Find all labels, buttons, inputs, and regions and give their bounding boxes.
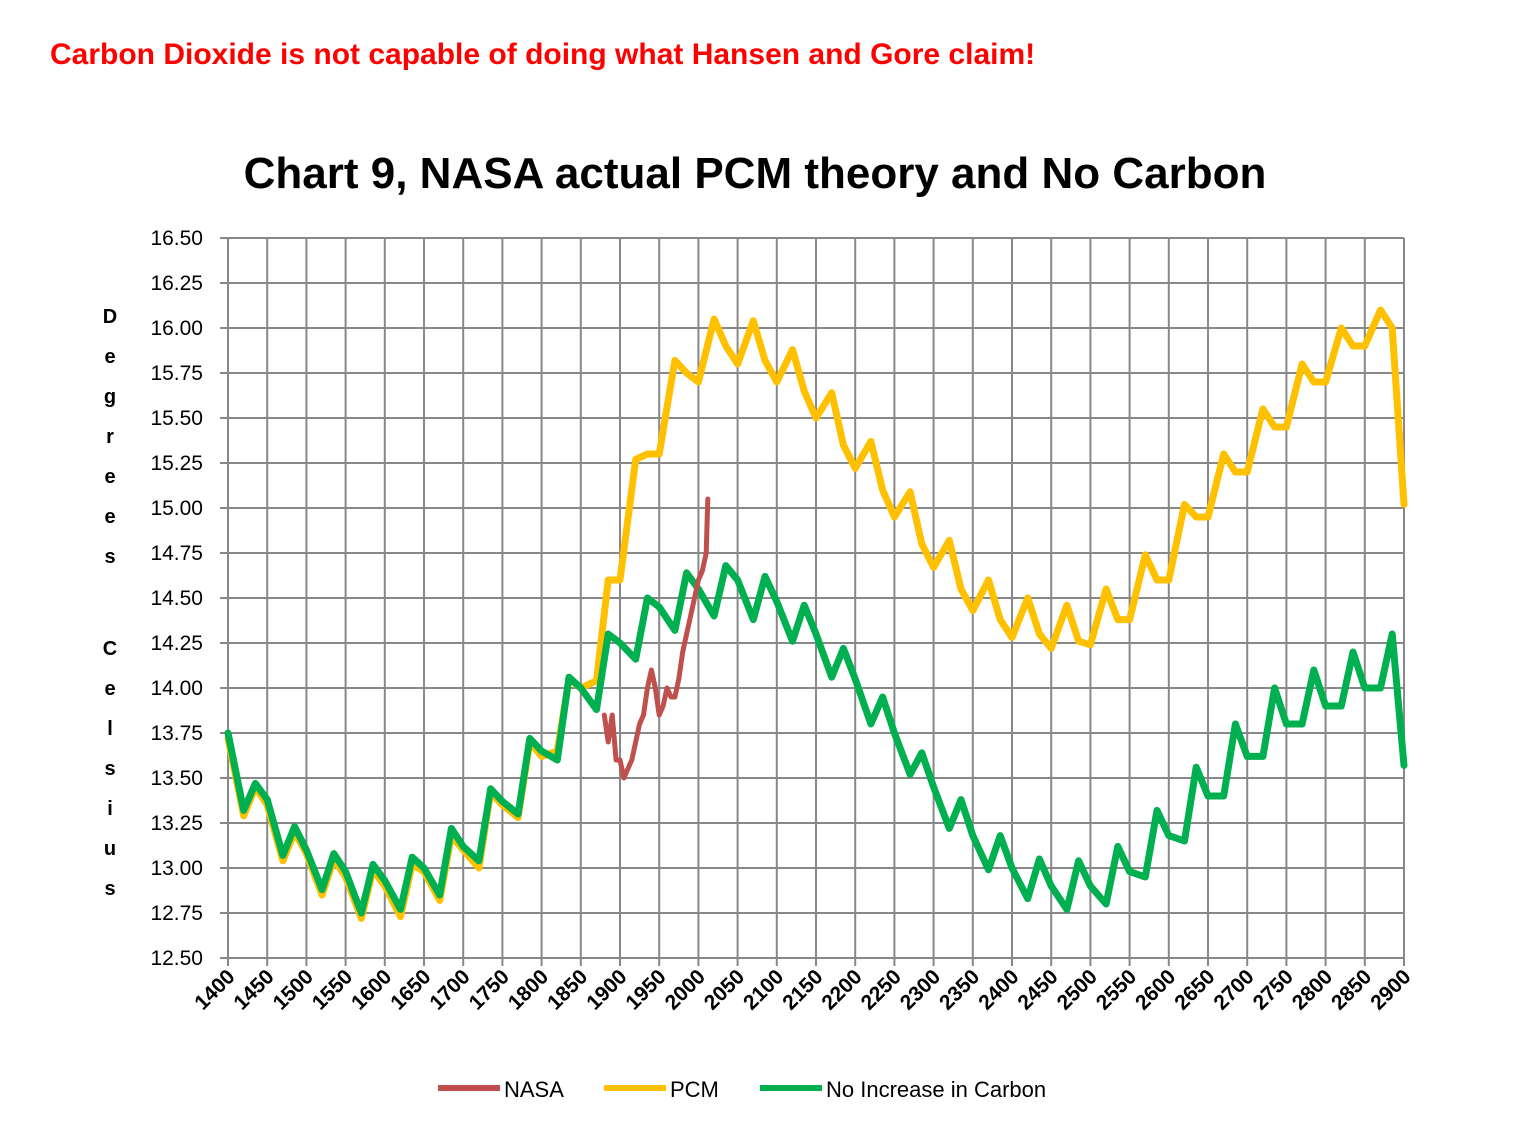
x-tick-label: 1900 [582, 965, 631, 1014]
x-tick-label: 1700 [425, 965, 474, 1014]
y-label-char: s [104, 878, 115, 900]
y-label-char: l [107, 718, 113, 740]
headline: Carbon Dioxide is not capable of doing w… [50, 38, 1036, 71]
legend-label: No Increase in Carbon [826, 1077, 1046, 1102]
y-tick-label: 13.25 [150, 812, 203, 835]
x-tick-label: 2250 [857, 965, 906, 1014]
chart-title: Chart 9, NASA actual PCM theory and No C… [244, 149, 1267, 198]
x-tick-label: 2650 [1170, 965, 1219, 1014]
x-tick-label: 1600 [347, 965, 396, 1014]
y-tick-label: 16.50 [150, 227, 203, 250]
y-tick-label: 15.00 [150, 497, 203, 520]
y-label-char: s [104, 758, 115, 780]
x-tick-label: 2850 [1327, 965, 1376, 1014]
y-label-char: e [104, 678, 115, 700]
y-label-char: g [104, 386, 116, 408]
x-tick-label: 2550 [1092, 965, 1141, 1014]
x-tick-label: 2400 [974, 965, 1023, 1014]
y-tick-label: 14.50 [150, 587, 203, 610]
x-tick-label: 1950 [621, 965, 670, 1014]
x-tick-label: 1850 [543, 965, 592, 1014]
y-tick-label: 12.75 [150, 902, 203, 925]
x-tick-label: 2100 [739, 965, 788, 1014]
series-line-no-increase-in-carbon [224, 562, 1408, 917]
x-tick-label: 2700 [1209, 965, 1258, 1014]
legend: NASA PCM No Increase in Carbon [438, 1077, 1046, 1102]
y-label-char: e [104, 466, 115, 488]
x-tick-label: 2750 [1249, 965, 1298, 1014]
x-axis-ticks: 1400145015001550160016501700175018001850… [190, 965, 1415, 1014]
x-tick-label: 2800 [1288, 965, 1337, 1014]
y-tick-label: 14.25 [150, 632, 203, 655]
legend-label: NASA [504, 1077, 564, 1102]
y-label-char: u [104, 838, 116, 860]
series-line-nasa [601, 496, 711, 781]
y-axis-ticks: 12.50 12.75 13.00 13.25 13.50 13.75 14.00 14.25… [150, 227, 203, 970]
x-tick-label: 2350 [935, 965, 984, 1014]
y-tick-label: 16.00 [150, 317, 203, 340]
x-tick-label: 2050 [700, 965, 749, 1014]
x-tick-label: 2150 [778, 965, 827, 1014]
y-label-char: e [104, 346, 115, 368]
y-label-char: s [104, 546, 115, 568]
x-tick-label: 2900 [1366, 965, 1415, 1014]
x-tick-label: 1500 [269, 965, 318, 1014]
y-tick-label: 15.75 [150, 362, 203, 385]
x-tick-label: 1400 [190, 965, 239, 1014]
y-tick-label: 13.00 [150, 857, 203, 880]
x-tick-label: 2450 [1013, 965, 1062, 1014]
y-tick-label: 14.00 [150, 677, 203, 700]
y-label-char: D [103, 306, 117, 328]
y-tick-label: 13.50 [150, 767, 203, 790]
x-tick-label: 1550 [308, 965, 357, 1014]
y-tick-label: 15.50 [150, 407, 203, 430]
grid [220, 237, 1405, 966]
y-tick-label: 14.75 [150, 542, 203, 565]
legend-label: PCM [670, 1077, 719, 1102]
y-tick-label: 16.25 [150, 272, 203, 295]
x-tick-label: 2200 [817, 965, 866, 1014]
y-label-char: C [103, 638, 117, 660]
x-tick-label: 2300 [896, 965, 945, 1014]
x-tick-label: 2600 [1131, 965, 1180, 1014]
x-tick-label: 1750 [465, 965, 514, 1014]
series-lines [224, 306, 1408, 922]
y-label-char: r [106, 426, 114, 448]
x-tick-label: 2000 [661, 965, 710, 1014]
x-tick-label: 1650 [386, 965, 435, 1014]
x-tick-label: 1450 [229, 965, 278, 1014]
y-tick-label: 15.25 [150, 452, 203, 475]
y-tick-label: 13.75 [150, 722, 203, 745]
y-label-char: i [107, 798, 113, 820]
x-tick-label: 2500 [1053, 965, 1102, 1014]
y-label-char: e [104, 506, 115, 528]
x-tick-label: 1800 [504, 965, 553, 1014]
y-tick-label: 12.50 [150, 947, 203, 970]
